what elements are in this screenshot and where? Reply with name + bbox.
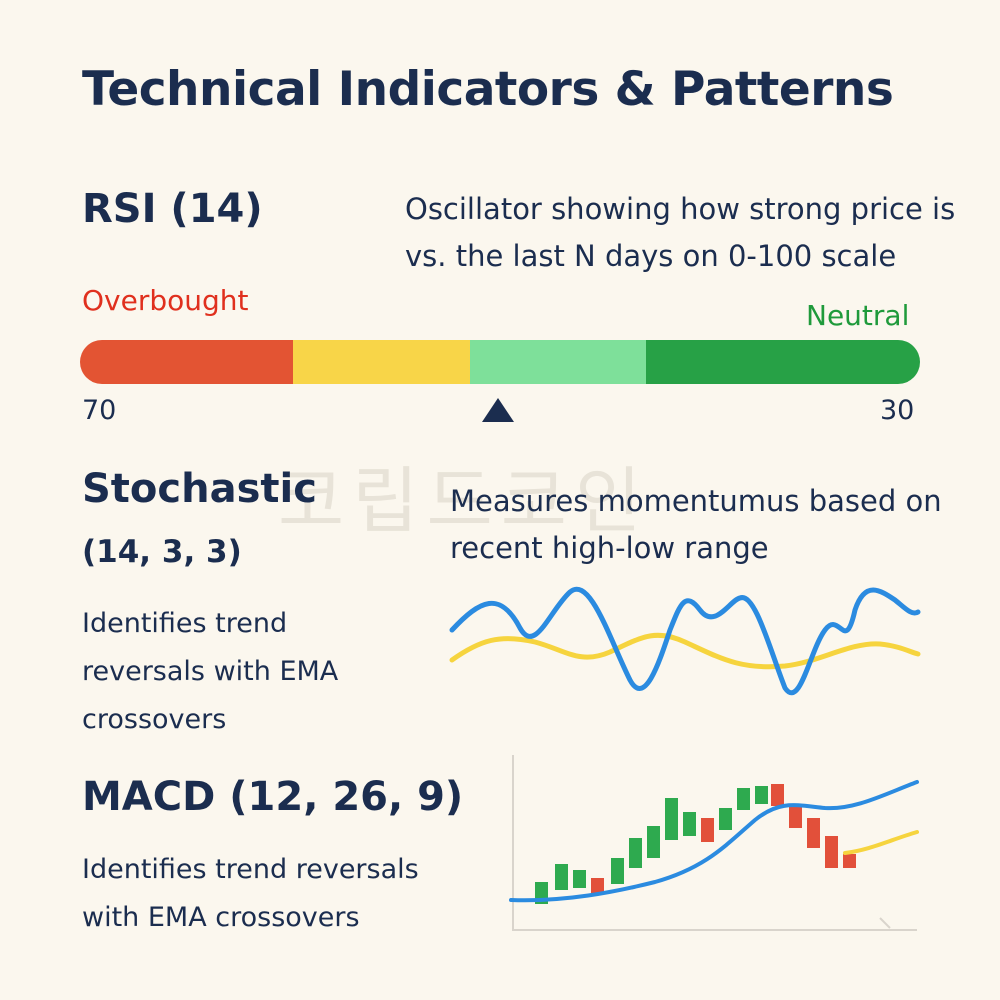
rsi-left-value: 70 bbox=[82, 395, 117, 426]
macd-axes bbox=[512, 755, 917, 931]
macd-candle bbox=[647, 826, 660, 858]
macd-ema-line bbox=[509, 780, 919, 903]
stochastic-d-line bbox=[449, 632, 921, 670]
rsi-segment-overbought bbox=[80, 340, 293, 384]
rsi-marker-triangle-icon bbox=[482, 398, 514, 422]
macd-signal-line bbox=[843, 830, 919, 855]
macd-candle bbox=[611, 858, 624, 884]
macd-candle bbox=[555, 864, 568, 890]
stochastic-params: (14, 3, 3) bbox=[82, 534, 242, 570]
rsi-right-value: 30 bbox=[880, 395, 915, 426]
macd-candle bbox=[701, 818, 714, 842]
macd-chart-illustration bbox=[509, 755, 919, 931]
macd-candle bbox=[789, 806, 802, 828]
stochastic-title: Stochastic bbox=[82, 466, 317, 512]
macd-description: Identifies trend reversals with EMA cros… bbox=[82, 854, 419, 933]
macd-candle bbox=[573, 870, 586, 888]
stochastic-k-line bbox=[449, 586, 921, 696]
neutral-label: Neutral bbox=[806, 299, 910, 332]
macd-candle bbox=[719, 808, 732, 830]
rsi-segment-caution bbox=[293, 340, 470, 384]
stochastic-note: Identifies trend reversals with EMA cros… bbox=[82, 608, 339, 735]
overbought-label: Overbought bbox=[82, 284, 249, 317]
macd-candle bbox=[591, 878, 604, 894]
rsi-segment-mid bbox=[470, 340, 646, 384]
page-title: Technical Indicators & Patterns bbox=[82, 62, 894, 117]
stochastic-wave-illustration bbox=[449, 586, 921, 696]
macd-candle bbox=[843, 854, 856, 868]
rsi-gauge-bar bbox=[80, 340, 920, 384]
macd-axis-tick bbox=[879, 917, 891, 929]
macd-candle bbox=[771, 784, 784, 806]
macd-candle bbox=[807, 818, 820, 848]
rsi-segment-neutral bbox=[646, 340, 920, 384]
macd-candle bbox=[683, 812, 696, 836]
watermark: 코립드코인 bbox=[278, 459, 650, 543]
macd-candle bbox=[737, 788, 750, 810]
rsi-description: Oscillator showing how strong price is v… bbox=[405, 192, 956, 273]
macd-candle bbox=[825, 836, 838, 868]
macd-title: MACD (12, 26, 9) bbox=[82, 774, 464, 820]
macd-candle bbox=[755, 786, 768, 804]
rsi-title: RSI (14) bbox=[82, 186, 263, 232]
macd-candles bbox=[535, 784, 856, 904]
macd-candle bbox=[665, 798, 678, 840]
stochastic-description: Measures momentumus based on recent high… bbox=[450, 484, 942, 565]
macd-candle bbox=[629, 838, 642, 868]
